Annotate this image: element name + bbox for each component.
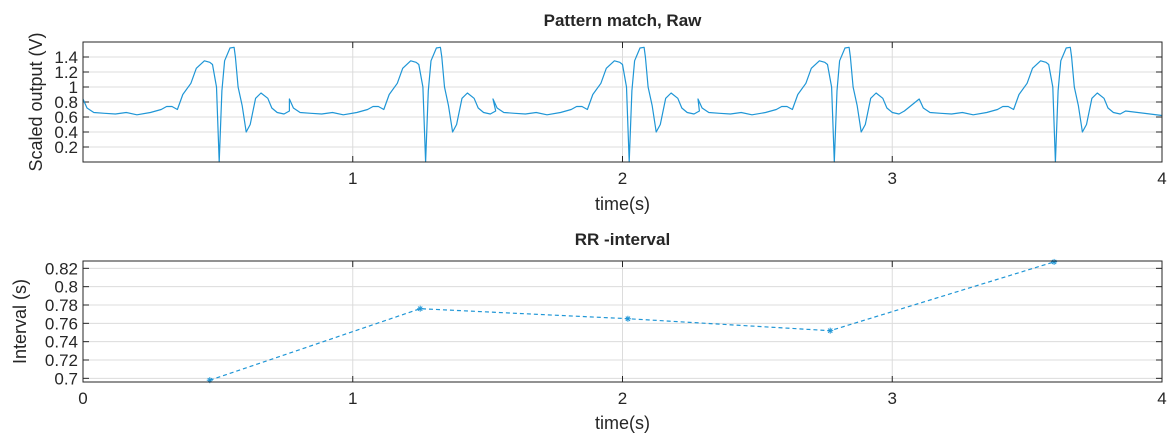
raw-x-axis-label: time(s): [595, 194, 650, 214]
rr-xtick-label: 3: [888, 389, 897, 408]
rr-interval-plot: 0 1 2 3 4 0.70.720.740.760.780.80.82 RR -inter…: [10, 230, 1167, 433]
raw-series-line: [82, 46, 1163, 163]
raw-ytick-label: 1.2: [54, 63, 78, 82]
raw-xtick-label: 3: [888, 169, 897, 188]
rr-data-point: [417, 305, 424, 312]
raw-axes-box: [82, 41, 1163, 163]
raw-ytick-label: 1.4: [54, 48, 78, 67]
rr-ytick-label: 0.82: [45, 259, 78, 278]
rr-ytick-label: 0.76: [45, 314, 78, 333]
raw-ytick-label: 0.2: [54, 138, 78, 157]
rr-axes-box: [82, 260, 1163, 383]
rr-data-point: [624, 315, 631, 322]
raw-xtick-label: 2: [618, 169, 627, 188]
rr-ytick-label: 0.72: [45, 351, 78, 370]
marker-stroke: [827, 328, 833, 334]
raw-ytick-label: 0.6: [54, 108, 78, 127]
rr-xtick-label: 0: [78, 389, 87, 408]
raw-y-axis-label: Scaled output (V): [26, 32, 46, 171]
raw-title: Pattern match, Raw: [544, 11, 703, 30]
rr-ytick-label: 0.74: [45, 333, 78, 352]
rr-ytick-label: 0.8: [54, 278, 78, 297]
raw-xtick-label: 4: [1157, 169, 1166, 188]
rr-xtick-label: 4: [1157, 389, 1166, 408]
marker-stroke: [625, 316, 631, 322]
rr-data-point: [827, 327, 834, 334]
rr-x-axis-label: time(s): [595, 413, 650, 433]
rr-xtick-label: 1: [348, 389, 357, 408]
raw-ytick-label: 0.4: [54, 123, 78, 142]
rr-data-point: [1051, 258, 1058, 265]
rr-ytick-label: 0.7: [54, 369, 78, 388]
raw-ytick-label: 0.8: [54, 93, 78, 112]
marker-stroke: [417, 306, 423, 312]
rr-title: RR -interval: [575, 230, 670, 249]
raw-xtick-label: 1: [348, 169, 357, 188]
raw-ytick-label: 1: [69, 78, 78, 97]
rr-ytick-label: 0.78: [45, 296, 78, 315]
rr-series-line: [209, 261, 1055, 381]
rr-y-axis-label: Interval (s): [10, 279, 30, 364]
rr-xtick-label: 2: [618, 389, 627, 408]
